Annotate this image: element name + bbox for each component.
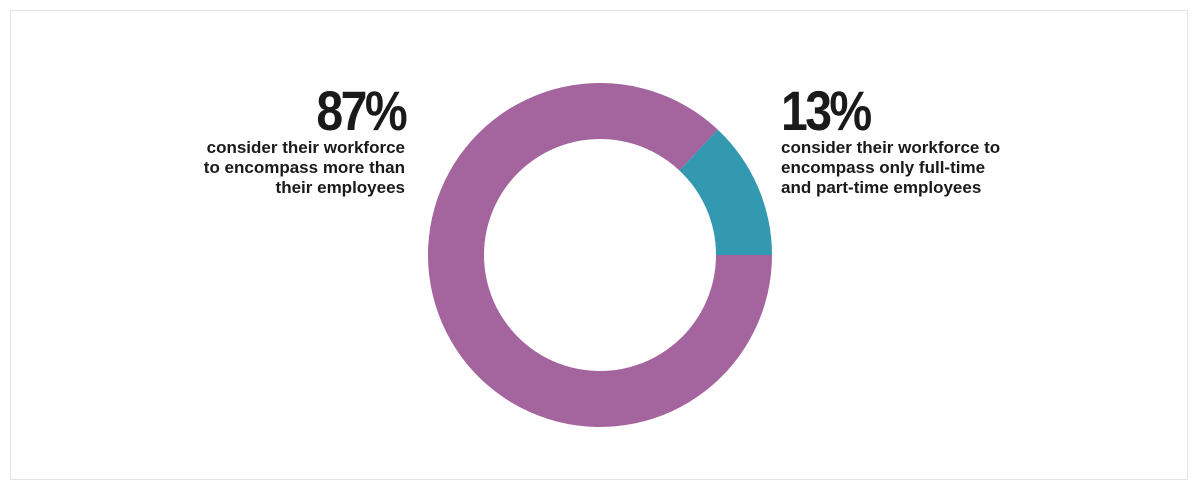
slice-description-line: their employees <box>275 178 405 197</box>
slice-value-label-minority: 13% <box>781 79 872 142</box>
donut-slice-minority <box>679 129 772 255</box>
donut-chart <box>427 82 772 427</box>
callout-minority: 13% consider their workforce to encompas… <box>781 79 1000 198</box>
slice-description-line: consider their workforce <box>206 138 405 157</box>
slice-description-majority: consider their workforce to encompass mo… <box>204 138 405 198</box>
slice-description-line: and part-time employees <box>781 178 982 197</box>
callout-majority: 87% consider their workforce to encompas… <box>204 79 408 198</box>
donut-slice-majority <box>427 82 772 427</box>
slice-description-line: consider their workforce to <box>781 138 1001 157</box>
slice-description-minority: consider their workforce to encompass on… <box>781 138 1000 198</box>
slice-description-line: to encompass more than <box>203 158 405 177</box>
slice-description-line: encompass only full-time <box>781 158 986 177</box>
slice-value-label-majority: 87% <box>316 79 407 142</box>
